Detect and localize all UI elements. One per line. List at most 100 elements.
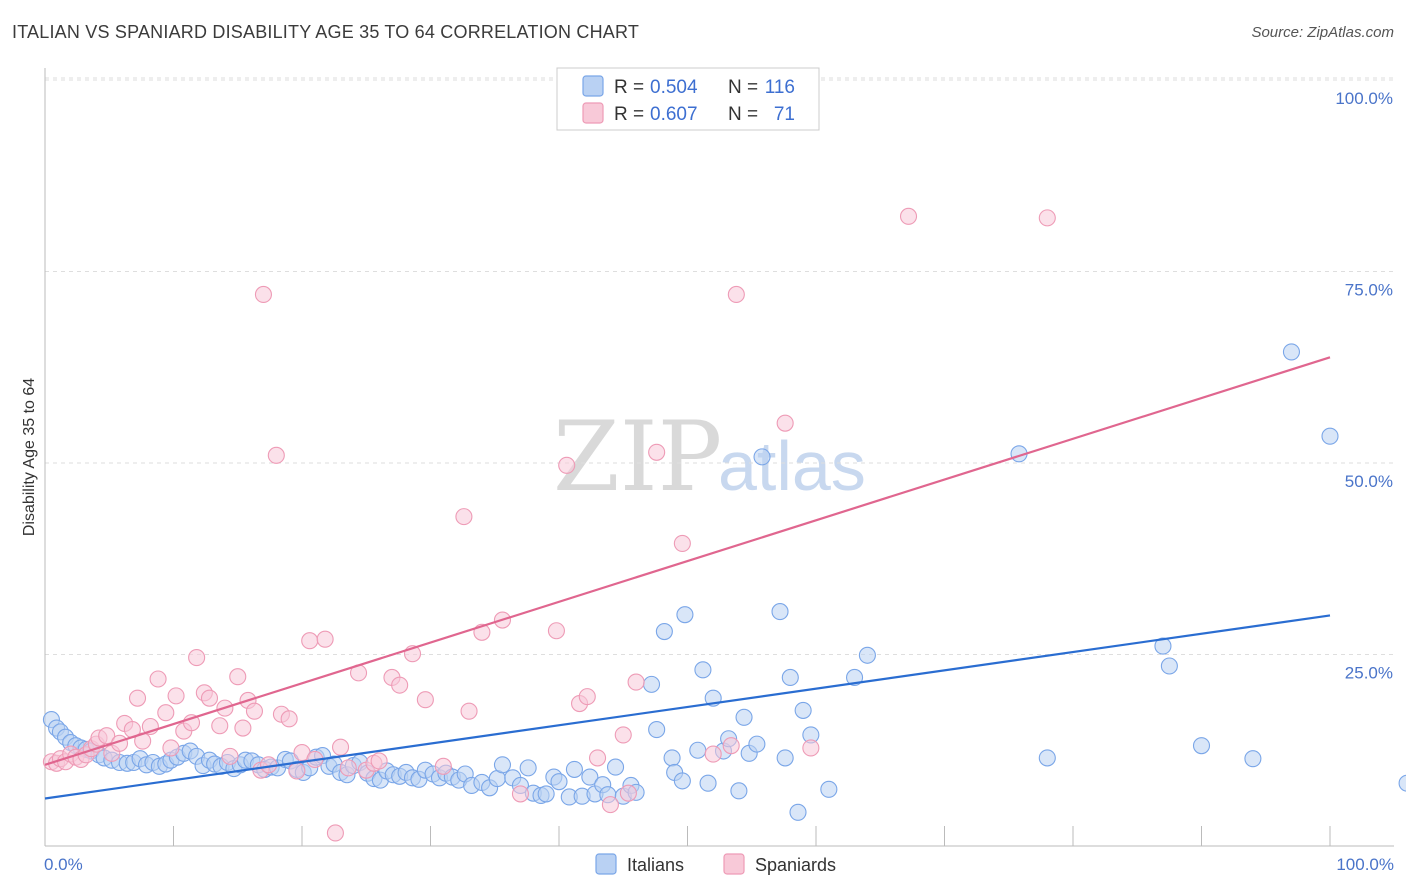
point-spaniards-46 [326,824,344,842]
point-spaniards-28 [211,717,229,735]
legend-n-label-spaniards: N = [728,104,758,125]
point-spaniards-56 [416,691,434,709]
bottom-legend-label-spaniards: Spaniards [755,855,836,875]
point-italians-121 [1160,657,1178,675]
point-spaniards-67 [588,749,607,767]
y-tick-label-100: 100.0% [1335,89,1393,108]
y-tick-label-25: 25.0% [1345,664,1393,683]
point-spaniards-78 [802,739,820,757]
bottom-legend-swatch-italians [595,853,617,875]
legend-r-label-italians: R = [614,77,644,98]
point-spaniards-76 [727,285,745,304]
point-italians-94 [663,749,681,767]
point-italians-119 [1038,749,1056,767]
point-spaniards-66 [578,688,596,706]
point-spaniards-20 [157,704,175,722]
point-italians-105 [735,708,753,726]
point-spaniards-21 [162,739,180,757]
point-italians-109 [771,603,789,621]
point-spaniards-25 [188,649,206,667]
legend-n-value-italians: 116 [765,77,795,98]
point-italians-87 [606,758,625,776]
point-spaniards-47 [331,738,350,756]
point-spaniards-32 [234,719,252,737]
grid [45,77,1394,655]
y-tick-labels: 100.0% 75.0% 50.0% 25.0% [1335,89,1393,683]
legend-swatch-italians [582,75,604,97]
point-spaniards-38 [267,446,285,464]
point-italians-100 [699,774,717,792]
bottom-legend-swatch-spaniards [723,853,745,875]
point-italians-81 [565,760,583,778]
point-spaniards-72 [648,443,666,461]
point-spaniards-64 [558,456,576,474]
point-spaniards-27 [200,689,219,707]
trend-line-spaniards [44,356,1331,766]
point-italians-122 [1192,737,1211,755]
point-spaniards-75 [722,737,740,755]
legend-r-value-spaniards: 0.607 [650,104,698,125]
point-spaniards-59 [460,702,478,720]
point-spaniards-57 [434,757,452,775]
point-italians-99 [694,661,712,679]
trend-line-italians [44,614,1331,800]
point-spaniards-62 [511,785,530,803]
point-spaniards-70 [619,784,637,802]
point-spaniards-41 [288,762,306,780]
bottom-legend-label-italians: Italians [627,855,684,875]
point-italians-107 [748,735,766,753]
point-italians-74 [519,759,537,777]
point-italians-123 [1244,750,1262,768]
point-italians-124 [1282,343,1300,361]
point-italians-83 [581,768,599,786]
point-spaniards-77 [776,414,794,432]
x-tick-label-left: 0.0% [44,855,83,874]
point-italians-115 [820,780,838,798]
watermark-zip: ZIP [553,401,722,513]
point-spaniards-34 [245,702,264,720]
y-axis-label: Disability Age 35 to 64 [21,378,38,536]
chart-title: ITALIAN VS SPANIARD DISABILITY AGE 35 TO… [12,22,640,42]
point-spaniards-63 [547,622,565,640]
legend-swatch-spaniards [582,102,604,124]
point-spaniards-48 [339,759,357,777]
watermark-atlas: atlas [718,427,866,505]
point-spaniards-74 [704,745,722,763]
point-italians-120 [1154,637,1172,655]
point-italians-113 [794,701,812,719]
point-italians-79 [550,773,568,791]
point-spaniards-54 [391,676,409,694]
point-spaniards-68 [601,796,619,814]
point-spaniards-73 [673,534,691,552]
legend-r-label-spaniards: R = [614,104,644,125]
point-spaniards-58 [455,508,473,526]
point-italians-108 [753,448,771,466]
point-italians-110 [776,749,794,767]
legend-n-value-spaniards: 71 [774,104,795,125]
point-italians-125 [1321,427,1339,445]
point-spaniards-22 [167,687,185,705]
legend: R = 0.504 N = 116 R = 0.607 N = 71 [556,67,820,131]
legend-r-value-italians: 0.504 [650,77,698,98]
point-italians-97 [676,606,694,624]
point-italians-98 [689,741,707,759]
point-spaniards-80 [1038,209,1056,227]
point-italians-112 [789,803,807,821]
legend-n-label-italians: N = [728,77,758,98]
point-spaniards-36 [254,285,273,304]
point-italians-93 [655,622,673,641]
point-spaniards-40 [280,710,298,728]
point-spaniards-79 [899,207,918,225]
point-italians-104 [730,782,748,800]
point-italians-92 [648,721,666,739]
point-spaniards-45 [316,630,334,648]
bottom-legend: Italians Spaniards [595,853,836,875]
point-spaniards-11 [98,727,116,745]
point-italians-111 [781,668,799,687]
point-spaniards-31 [229,668,247,686]
x-ticks [44,826,1331,846]
point-italians-71 [493,756,512,774]
point-spaniards-71 [627,673,645,691]
point-italians-126 [1398,774,1406,792]
